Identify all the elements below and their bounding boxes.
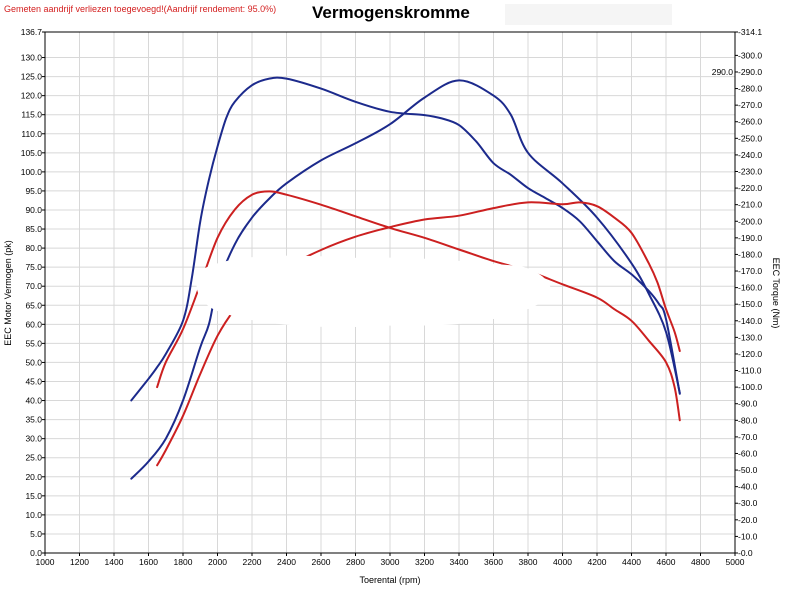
- y-tick-label: 136.7: [21, 27, 43, 37]
- y2-tick-label: -200.0: [738, 216, 762, 226]
- x-tick-label: 1400: [105, 557, 124, 567]
- y2-tick-label: -160.0: [738, 283, 762, 293]
- y-tick-label: 120.0: [21, 91, 43, 101]
- y-tick-label: 65.0: [25, 300, 42, 310]
- y2-tick-label: -20.0: [738, 515, 758, 525]
- series-line-red-y: [156, 201, 681, 467]
- y-tick-label: 110.0: [21, 129, 42, 139]
- y2-tick-label: -130.0: [738, 332, 762, 342]
- x-axis-ticks: 1000 1200 1400 1600 1800 2000 2200 2400 2600 2800…: [36, 553, 745, 567]
- y2-tick-label: -240.0: [738, 150, 762, 160]
- y2-tick-label: -60.0: [738, 448, 758, 458]
- y-tick-label: 10.0: [25, 510, 42, 520]
- y2-tick-label: -100.0: [738, 382, 762, 392]
- y-tick-label: 30.0: [25, 434, 42, 444]
- y2-tick-label: -110.0: [738, 366, 762, 376]
- redaction-smudge: [196, 255, 551, 328]
- y2-axis-label: EEC Torque (Nm): [771, 258, 781, 329]
- y2-tick-label: -10.0: [738, 531, 758, 541]
- x-tick-label: 2800: [346, 557, 365, 567]
- x-tick-label: 3800: [519, 557, 538, 567]
- y2-tick-label: -120.0: [738, 349, 762, 359]
- y-tick-label: 100.0: [21, 167, 43, 177]
- y2-tick-label: -290.0: [738, 67, 762, 77]
- x-tick-label: 2400: [277, 557, 296, 567]
- y-tick-label: 125.0: [21, 72, 43, 82]
- y2-tick-label: -280.0: [738, 84, 762, 94]
- y2-tick-label: -40.0: [738, 482, 758, 492]
- y-tick-label: 0.0: [30, 548, 42, 558]
- y2-tick-label: -140.0: [738, 316, 762, 326]
- y2-tick-label: -260.0: [738, 117, 762, 127]
- y2-tick-label: -220.0: [738, 183, 762, 193]
- y-tick-label: 45.0: [25, 376, 42, 386]
- x-tick-label: 3600: [484, 557, 503, 567]
- y2-tick-label: -230.0: [738, 166, 762, 176]
- x-tick-label: 3400: [450, 557, 469, 567]
- y2-tick-label: -210.0: [738, 200, 762, 210]
- series-line-blue-y: [130, 79, 681, 480]
- x-tick-label: 4600: [657, 557, 676, 567]
- x-axis-label: Toerental (rpm): [359, 575, 420, 585]
- y-tick-label: 5.0: [30, 529, 42, 539]
- y-tick-label: 130.0: [21, 53, 43, 63]
- y2-tick-label: -90.0: [738, 399, 758, 409]
- x-tick-label: 2200: [243, 557, 262, 567]
- y-tick-label: 90.0: [25, 205, 42, 215]
- y-tick-label: 40.0: [25, 396, 42, 406]
- y2-tick-label: -150.0: [738, 299, 762, 309]
- x-tick-label: 2000: [208, 557, 227, 567]
- x-tick-label: 3200: [415, 557, 434, 567]
- y-tick-label: 80.0: [25, 243, 42, 253]
- y-tick-label: 25.0: [25, 453, 42, 463]
- x-tick-label: 4000: [553, 557, 572, 567]
- y2-tick-label: -70.0: [738, 432, 758, 442]
- series-line-blue-y2: [130, 76, 681, 402]
- y2-tick-label: -300.0: [738, 50, 762, 60]
- y2-tick-label: -314.1: [738, 27, 762, 37]
- y2-tick-label: -30.0: [738, 498, 758, 508]
- y2-tick-label: -180.0: [738, 249, 762, 259]
- x-tick-label: 4400: [622, 557, 641, 567]
- y-tick-label: 55.0: [25, 338, 42, 348]
- x-tick-label: 3000: [381, 557, 400, 567]
- y2-tick-label: -80.0: [738, 415, 758, 425]
- y-tick-label: 50.0: [25, 357, 42, 367]
- drivetrain-loss-warning: Gemeten aandrijf verliezen toegevoegd!(A…: [4, 4, 277, 14]
- y2-tick-label: -270.0: [738, 100, 762, 110]
- x-tick-label: 1200: [70, 557, 89, 567]
- y2-tick-label: -190.0: [738, 233, 762, 243]
- y-tick-label: 35.0: [25, 415, 42, 425]
- y-axis-label: EEC Motor Vermogen (pk): [3, 240, 13, 346]
- x-tick-label: 5000: [726, 557, 745, 567]
- y2-axis-ticks: -0.0 -10.0 -20.0 -30.0 -40.0 -50.0 -60.0 -70.0 -…: [712, 27, 763, 558]
- series-line-red-y2: [156, 190, 681, 422]
- y-tick-label: 15.0: [25, 491, 42, 501]
- y2-tick-label: -250.0: [738, 133, 762, 143]
- y-tick-label: 70.0: [25, 281, 42, 291]
- series-layer: [130, 76, 681, 480]
- x-tick-label: 1800: [174, 557, 193, 567]
- y-tick-label: 105.0: [21, 148, 43, 158]
- x-tick-label: 1000: [36, 557, 55, 567]
- title-background-box: [505, 4, 672, 25]
- y-tick-label: 20.0: [25, 472, 42, 482]
- x-tick-label: 4800: [691, 557, 710, 567]
- x-tick-label: 4200: [588, 557, 607, 567]
- y2-tick-label: -170.0: [738, 266, 762, 276]
- y-tick-label: 95.0: [25, 186, 42, 196]
- y2-tick-label: -50.0: [738, 465, 758, 475]
- y2-tick-label: 290.0: [712, 67, 734, 77]
- x-tick-label: 2600: [312, 557, 331, 567]
- chart-title: Vermogenskromme: [312, 3, 470, 22]
- y2-tick-label: -0.0: [738, 548, 753, 558]
- y-tick-label: 85.0: [25, 224, 42, 234]
- y-tick-label: 60.0: [25, 319, 42, 329]
- x-tick-label: 1600: [139, 557, 158, 567]
- y-tick-label: 115.0: [21, 110, 42, 120]
- y-tick-label: 75.0: [25, 262, 42, 272]
- y-axis-ticks: 0.0 5.0 10.0 15.0 20.0 25.0 30.0 35.0 40.0 45.0 50…: [21, 27, 45, 558]
